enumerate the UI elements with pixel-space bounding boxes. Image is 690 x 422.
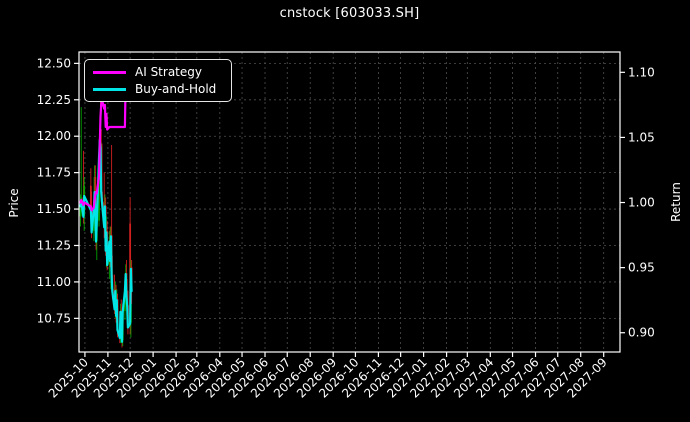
buy-and-hold-line-sample <box>93 87 126 91</box>
price-tick-label: 11.75 <box>37 166 71 180</box>
return-axis-label: Return <box>669 182 683 222</box>
return-tick-label: 0.95 <box>628 261 655 275</box>
price-axis-label: Price <box>7 188 21 218</box>
price-tick-label: 12.25 <box>37 93 71 107</box>
return-tick-label: 1.00 <box>628 196 655 210</box>
buy-and-hold-line <box>79 138 133 343</box>
legend-label-ai-strategy: AI Strategy <box>135 65 202 79</box>
legend-item-buy-and-hold: Buy-and-Hold <box>93 82 223 96</box>
return-tick-label: 1.05 <box>628 130 655 144</box>
return-tick-label: 1.10 <box>628 65 655 79</box>
price-tick-label: 10.75 <box>37 311 71 325</box>
candle-body <box>89 185 92 210</box>
return-tick-label: 0.90 <box>628 326 655 340</box>
legend-item-ai-strategy: AI Strategy <box>93 65 223 79</box>
candle-body <box>79 206 82 217</box>
price-tick-label: 12.00 <box>37 129 71 143</box>
price-tick-label: 12.50 <box>37 56 71 70</box>
price-tick-label: 11.00 <box>37 275 71 289</box>
legend: AI Strategy Buy-and-Hold <box>84 59 232 102</box>
legend-label-buy-and-hold: Buy-and-Hold <box>135 82 217 96</box>
price-tick-label: 11.50 <box>37 202 71 216</box>
price-tick-label: 11.25 <box>37 238 71 252</box>
chart-title: cnstock [603033.SH] <box>279 6 420 21</box>
ai-strategy-line-sample <box>93 70 126 74</box>
ai-strategy-line <box>79 77 133 212</box>
